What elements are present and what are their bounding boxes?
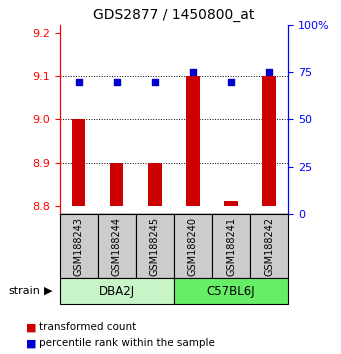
Bar xyxy=(98,214,136,278)
Point xyxy=(190,69,196,75)
Bar xyxy=(212,214,250,278)
Text: percentile rank within the sample: percentile rank within the sample xyxy=(39,338,215,348)
Bar xyxy=(250,214,288,278)
Bar xyxy=(186,76,199,206)
Point xyxy=(266,69,272,75)
Bar xyxy=(110,162,123,206)
Point xyxy=(114,79,119,84)
Text: DBA2J: DBA2J xyxy=(99,285,135,298)
Bar xyxy=(224,201,238,206)
Text: GSM188245: GSM188245 xyxy=(150,216,160,276)
Bar xyxy=(174,278,288,304)
Text: GSM188243: GSM188243 xyxy=(74,217,84,275)
Bar xyxy=(72,120,85,206)
Bar xyxy=(60,214,98,278)
Bar xyxy=(136,214,174,278)
Text: GSM188241: GSM188241 xyxy=(226,217,236,275)
Text: C57BL6J: C57BL6J xyxy=(207,285,255,298)
Point xyxy=(228,79,234,84)
Bar xyxy=(60,278,174,304)
Text: ■: ■ xyxy=(26,322,36,332)
Text: GSM188240: GSM188240 xyxy=(188,217,198,275)
Text: ■: ■ xyxy=(26,338,36,348)
Bar xyxy=(263,76,276,206)
Text: ▶: ▶ xyxy=(44,286,52,296)
Title: GDS2877 / 1450800_at: GDS2877 / 1450800_at xyxy=(93,8,255,22)
Text: GSM188244: GSM188244 xyxy=(112,217,122,275)
Text: transformed count: transformed count xyxy=(39,322,136,332)
Bar xyxy=(174,214,212,278)
Bar xyxy=(148,162,162,206)
Point xyxy=(76,79,81,84)
Text: strain: strain xyxy=(9,286,40,296)
Text: GSM188242: GSM188242 xyxy=(264,216,274,276)
Point xyxy=(152,79,158,84)
